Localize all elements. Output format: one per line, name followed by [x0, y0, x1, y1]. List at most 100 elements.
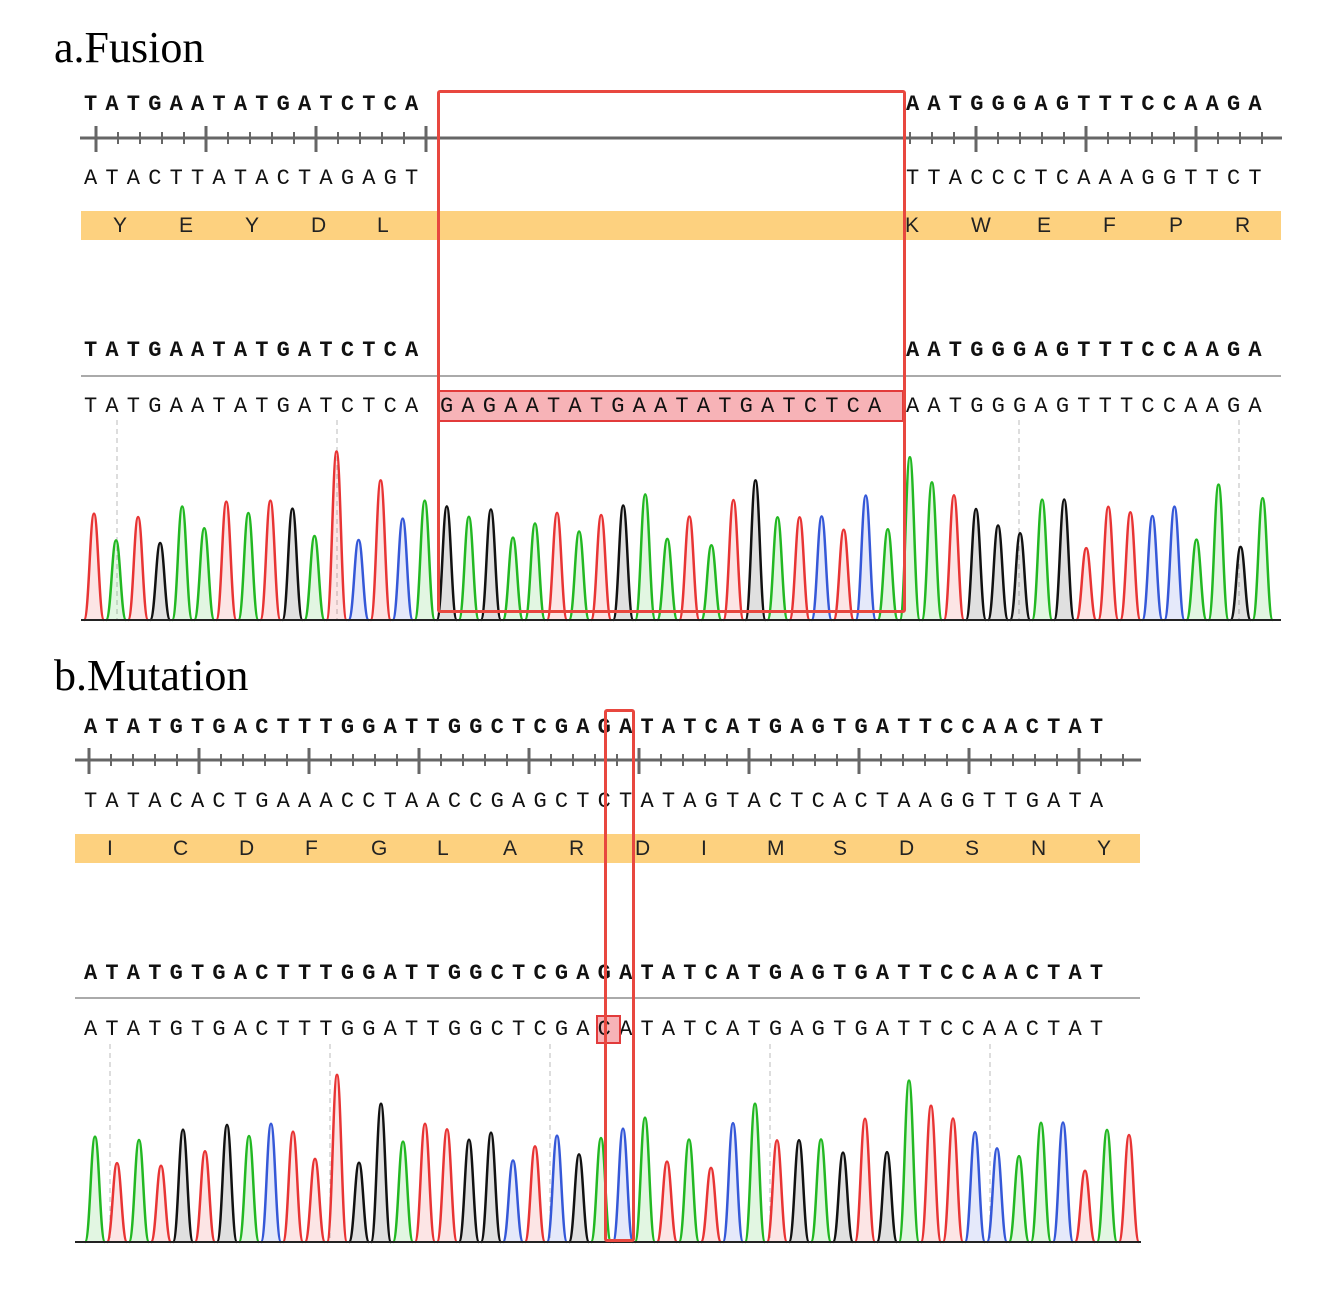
amino-acid: C [173, 837, 189, 860]
trace-peak-A [501, 536, 525, 622]
amino-acid: R [569, 837, 585, 860]
amino-acid: P [1169, 214, 1184, 237]
trace-peak-T [832, 528, 855, 622]
trace-peak-G [479, 1131, 503, 1244]
amino-acid: A [503, 837, 518, 860]
mutation-chromatogram [75, 1044, 1141, 1244]
mutation-read: ATATGTGACTTTGGATTGGCTCGACATATCATGAGTGATT… [84, 1015, 1111, 1044]
amino-acid: D [899, 837, 915, 860]
read-before: ATATGTGACTTTGGATTGGCTCGA [84, 1017, 598, 1042]
trace-peak-G [171, 1128, 195, 1244]
trace-peak-G [875, 1150, 899, 1244]
trace-peak-T [722, 498, 745, 622]
trace-peak-A [567, 530, 591, 622]
trace-peak-C [545, 1134, 569, 1244]
mutation-title: b.Mutation [54, 651, 249, 700]
amino-acid: L [377, 214, 389, 237]
amino-acid: L [437, 837, 449, 860]
trace-peak-G [281, 507, 304, 622]
trace-peak-T [1117, 1133, 1141, 1244]
trace-peak-T [1075, 546, 1098, 622]
trace-peak-T [259, 499, 282, 622]
trace-peak-A [1185, 538, 1208, 622]
trace-peak-A [237, 1134, 261, 1244]
amino-acid: S [965, 837, 980, 860]
fusion-title: a.Fusion [54, 23, 205, 72]
fusion-complement-right: TTACCCTCAAAGGTTCT [906, 166, 1270, 191]
fusion-inserted-sequence: GAGAATATGAATATGATCTCA [438, 390, 904, 422]
trace-peak-A [523, 522, 547, 622]
trace-peak-C [721, 1121, 745, 1244]
fusion-insert-highlight-box [437, 90, 906, 613]
trace-peak-A [677, 1138, 701, 1244]
amino-acid: I [107, 837, 113, 860]
trace-peak-T [1073, 1169, 1097, 1244]
trace-peak-T [788, 516, 811, 622]
trace-peak-T [126, 515, 150, 622]
trace-peak-A [656, 537, 679, 622]
trace-peak-A [876, 528, 900, 622]
trace-peak-A [1251, 496, 1274, 622]
trace-peak-A [127, 1138, 151, 1244]
trace-peak-G [787, 1139, 811, 1244]
amino-acid: S [833, 837, 848, 860]
trace-peak-A [1207, 483, 1230, 622]
trace-peak-A [170, 505, 194, 622]
trace-peak-A [1030, 498, 1054, 622]
trace-peak-C [810, 515, 833, 622]
trace-peak-A [1095, 1128, 1119, 1244]
amino-acid: I [701, 837, 707, 860]
trace-peak-A [743, 1102, 767, 1244]
trace-peak-T [281, 1130, 305, 1244]
trace-peak-C [1051, 1121, 1075, 1244]
ref-after: ATATCATGAGTGATTCCAACTAT [619, 715, 1112, 740]
trace-peak-T [853, 1117, 877, 1244]
fusion-chromatogram [81, 420, 1281, 622]
trace-peak-G [744, 479, 767, 622]
amino-acid: Y [113, 214, 128, 237]
trace-peak-G [964, 507, 988, 622]
trace-peak-G [611, 504, 635, 622]
fusion-read-ref-right: AATGGGAGTTTCCAAGA [906, 338, 1270, 363]
trace-peak-T [545, 511, 569, 622]
trace-peak-T [523, 1145, 547, 1244]
trace-peak-T [678, 515, 701, 622]
mutation-ref: ATATGTGACTTTGGATTGGCTCGAGATATCATGAGTGATT… [84, 715, 1111, 741]
amino-acid: K [905, 214, 920, 237]
trace-peak-A [634, 493, 657, 622]
mutation-complement: TATACACTGAAACCTAACCGAGCTCTATAGTACTCACTAA… [84, 789, 1112, 814]
trace-peak-G [148, 541, 172, 622]
trace-peak-G [479, 508, 503, 622]
trace-peak-C [1141, 514, 1164, 622]
trace-peak-A [809, 1138, 833, 1244]
trace-peak-A [391, 1140, 415, 1244]
amino-acid: D [239, 837, 255, 860]
trace-peak-C [963, 1130, 987, 1244]
trace-peak-A [457, 515, 481, 622]
amino-acid: R [1235, 214, 1251, 237]
mutation-site-highlight-box [604, 709, 635, 1242]
trace-peak-T [589, 513, 613, 622]
amino-acid: Y [1097, 837, 1112, 860]
amino-acid: D [311, 214, 327, 237]
trace-peak-A [1007, 1154, 1031, 1244]
amino-acid: F [305, 837, 318, 860]
trace-peak-G [435, 505, 459, 622]
trace-peak-T [325, 450, 348, 622]
trace-peak-T [325, 1073, 349, 1244]
trace-peak-G [1008, 531, 1032, 622]
mutation-ruler [75, 748, 1141, 774]
trace-peak-G [986, 524, 1010, 622]
trace-peak-A [104, 539, 128, 622]
fusion-read-right: AATGGGAGTTTCCAAGA [906, 394, 1270, 419]
trace-peak-A [700, 543, 723, 622]
trace-peak-T [149, 1164, 173, 1244]
trace-peak-G [831, 1151, 855, 1244]
trace-peak-C [391, 517, 414, 622]
trace-peak-C [501, 1159, 525, 1244]
mutation-read-ref: ATATGTGACTTTGGATTGGCTCGAGATATCATGAGTGATT… [84, 961, 1111, 987]
trace-peak-C [259, 1122, 283, 1244]
amino-acid: M [767, 837, 785, 860]
trace-peak-A [897, 1079, 921, 1244]
